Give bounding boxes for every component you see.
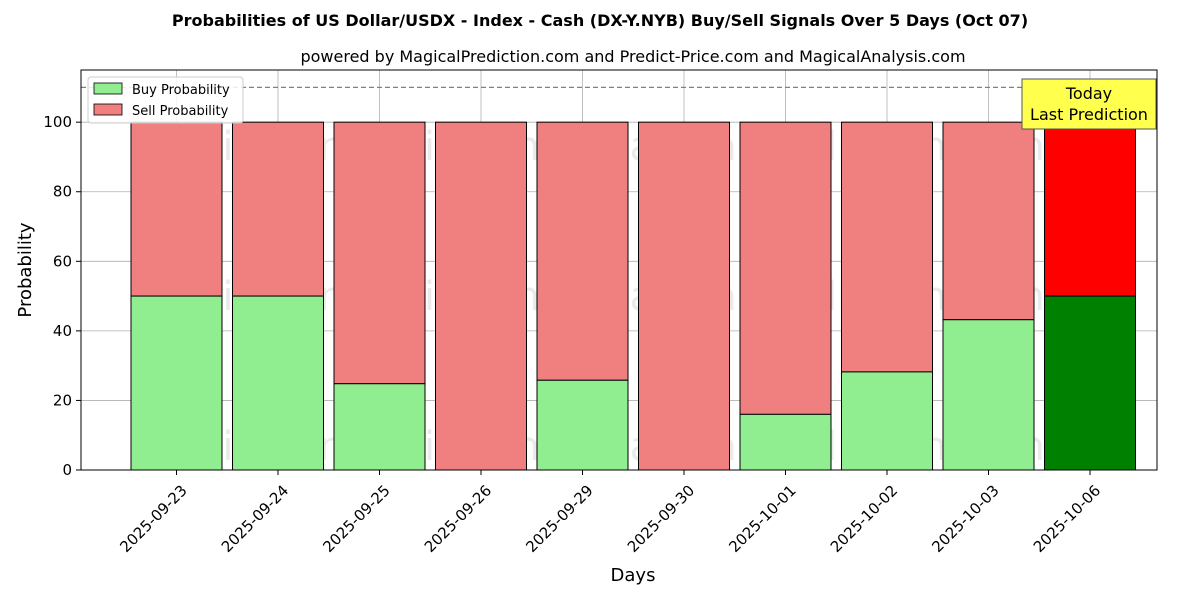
x-tick-label: 2025-10-03 [928, 482, 1002, 556]
x-tick-label: 2025-10-06 [1030, 482, 1104, 556]
bar-sell-2025-09-30 [638, 121, 730, 471]
bar-buy-2025-09-24 [232, 295, 324, 471]
y-tick-label: 20 [53, 391, 72, 409]
y-tick-label: 60 [53, 252, 72, 270]
x-axis-label: Days [611, 565, 656, 586]
x-ticks: 2025-09-23 2025-09-24 2025-09-25 2025-09-26… [116, 470, 1104, 556]
chart-subtitle: powered by MagicalPrediction.com and Pre… [300, 47, 965, 66]
x-tick-label: 2025-09-29 [522, 482, 596, 556]
bar-buy-2025-10-02 [841, 371, 933, 471]
legend-label-sell: Sell Probability [132, 104, 229, 119]
x-tick-label: 2025-09-25 [319, 482, 393, 556]
y-tick-label: 100 [43, 113, 72, 131]
bar-buy-2025-09-25 [333, 383, 426, 471]
x-tick-label: 2025-09-23 [116, 482, 190, 556]
x-tick-label: 2025-09-26 [421, 482, 495, 556]
annotation-box [1021, 78, 1157, 130]
bar-sell-2025-09-23 [130, 121, 223, 297]
bar-buy-2025-09-23 [130, 295, 223, 471]
bar-sell-2025-09-26 [435, 121, 527, 471]
legend-swatch-buy [93, 82, 123, 95]
x-tick-label: 2025-10-01 [725, 482, 799, 556]
y-axis-label: Probability [15, 222, 36, 317]
y-ticks: 0 20 40 60 80 100 [43, 113, 81, 479]
annotation-line-2: Last Prediction [1030, 105, 1148, 124]
bar-sell-2025-09-24 [232, 121, 324, 297]
x-tick-label: 2025-09-30 [624, 482, 698, 556]
legend-label-buy: Buy Probability [132, 83, 230, 98]
bar-sell-2025-09-29 [536, 121, 629, 381]
bar-buy-2025-10-06 [1044, 295, 1136, 471]
legend-box [87, 76, 244, 124]
bar-layer [130, 121, 1136, 471]
bar-sell-2025-10-02 [841, 121, 933, 373]
bar-sell-2025-10-06 [1044, 121, 1136, 297]
plot-frame [80, 69, 1158, 471]
bar-sell-2025-10-03 [942, 121, 1035, 321]
x-tick-label: 2025-09-24 [218, 482, 292, 556]
y-tick-label: 0 [62, 461, 72, 479]
bar-sell-2025-09-25 [333, 121, 426, 385]
chart-title: Probabilities of US Dollar/USDX - Index … [172, 11, 1028, 30]
legend-swatch-sell [93, 103, 123, 116]
today-annotation: Today Last Prediction [1021, 78, 1157, 130]
bar-buy-2025-10-01 [739, 413, 832, 471]
annotation-line-1: Today [1065, 84, 1112, 103]
x-tick-label: 2025-10-02 [827, 482, 901, 556]
legend: Buy Probability Sell Probability [87, 76, 244, 124]
bar-buy-2025-09-29 [536, 379, 629, 471]
bar-buy-2025-10-03 [942, 319, 1035, 471]
y-tick-label: 40 [53, 322, 72, 340]
bar-sell-2025-10-01 [739, 121, 832, 415]
y-tick-label: 80 [53, 183, 72, 201]
